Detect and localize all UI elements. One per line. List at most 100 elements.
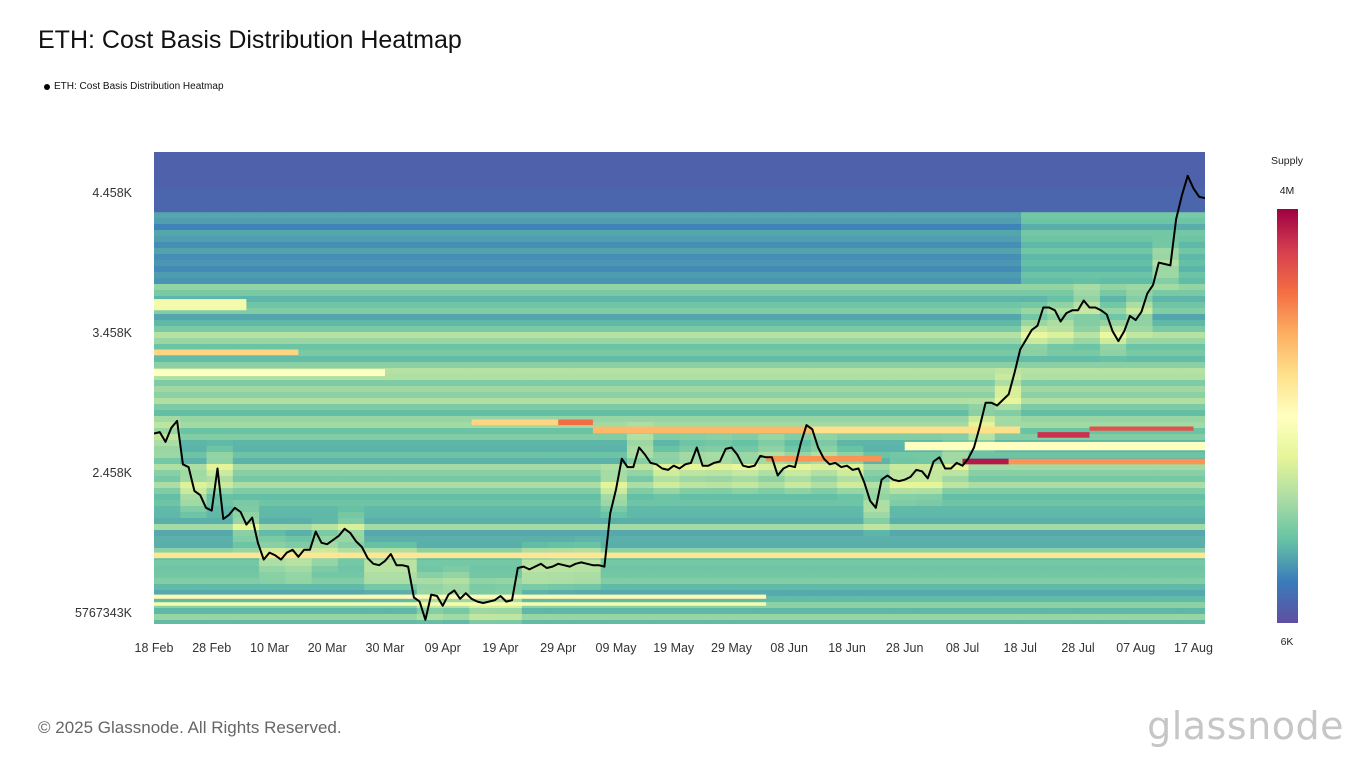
- heatmap-cell: [574, 500, 602, 507]
- heatmap-cell: [653, 380, 681, 387]
- heatmap-cell: [653, 512, 681, 519]
- heatmap-cell: [705, 530, 733, 537]
- heatmap-cell: [784, 446, 812, 453]
- heatmap-cell: [1099, 488, 1127, 495]
- heatmap-cell: [653, 248, 681, 255]
- heatmap-cell: [154, 614, 181, 621]
- heatmap-cell: [679, 356, 707, 363]
- heatmap-cell: [574, 530, 602, 537]
- heatmap-cell: [390, 392, 418, 399]
- heatmap-cell: [416, 434, 444, 441]
- heatmap-cell: [810, 470, 838, 477]
- heatmap-cell: [653, 572, 681, 579]
- heatmap-cell: [1152, 356, 1180, 363]
- heatmap-cell: [942, 356, 970, 363]
- heatmap-cell: [285, 596, 313, 603]
- heatmap-cell: [206, 272, 234, 279]
- heatmap-cell: [469, 446, 497, 453]
- heatmap-cell: [837, 422, 865, 429]
- heatmap-cell: [495, 482, 523, 489]
- heatmap-cell: [1073, 398, 1101, 405]
- heatmap-cell: [968, 524, 996, 531]
- heatmap-cell: [574, 260, 602, 267]
- heatmap-cell: [206, 548, 234, 555]
- heatmap-cell: [1152, 410, 1180, 417]
- heatmap-cell: [863, 440, 891, 447]
- copyright-footer: © 2025 Glassnode. All Rights Reserved.: [38, 718, 342, 737]
- heatmap-cell: [1099, 380, 1127, 387]
- legend[interactable]: ETH: Cost Basis Distribution Heatmap: [44, 81, 224, 92]
- heatmap-cell: [285, 254, 313, 261]
- heatmap-cell: [232, 482, 260, 489]
- heatmap-cell: [521, 212, 549, 219]
- heatmap-cell: [1047, 494, 1075, 501]
- heatmap-cell: [390, 254, 418, 261]
- heatmap-cell: [443, 350, 470, 357]
- heatmap-cell: [1047, 560, 1075, 567]
- heatmap-cell: [705, 614, 733, 621]
- heatmap-cell: [810, 326, 838, 333]
- heatmap-cell: [915, 458, 943, 465]
- heatmap-cell: [311, 536, 339, 543]
- heatmap-cell: [942, 512, 970, 519]
- heatmap-cell: [521, 320, 549, 327]
- heatmap-cell: [1126, 464, 1154, 471]
- heatmap-cell: [259, 242, 286, 249]
- heatmap-cell: [390, 242, 418, 249]
- heatmap-cell: [626, 362, 654, 369]
- heatmap-cell: [1178, 416, 1205, 423]
- heatmap-cell: [285, 302, 313, 309]
- heatmap-cell: [180, 512, 208, 519]
- heatmap-cell: [390, 566, 418, 573]
- heatmap-cell: [837, 218, 865, 225]
- heatmap-cell: [548, 392, 576, 399]
- heatmap-cell: [1099, 494, 1127, 501]
- heatmap-cell: [521, 572, 549, 579]
- heatmap-cell: [1099, 434, 1127, 441]
- heatmap-cell: [915, 434, 943, 441]
- heatmap-cell: [758, 314, 786, 321]
- heatmap-cell: [732, 302, 759, 309]
- heatmap-cell: [390, 266, 418, 273]
- heatmap-cell: [1152, 614, 1180, 621]
- heatmap-cell: [1099, 584, 1127, 591]
- heatmap-cell: [994, 356, 1022, 363]
- heatmap-cell: [1021, 326, 1048, 333]
- heatmap-cell: [259, 248, 286, 255]
- heatmap-cell: [495, 542, 523, 549]
- heatmap-cell: [889, 416, 917, 423]
- heatmap-cell: [994, 608, 1022, 615]
- heatmap-cell: [285, 350, 313, 357]
- heatmap-cell: [732, 410, 759, 417]
- heatmap-cell: [574, 428, 602, 435]
- heatmap-cell: [837, 548, 865, 555]
- heatmap-cell: [443, 344, 470, 351]
- heatmap-cell: [311, 356, 339, 363]
- heatmap-cell: [285, 374, 313, 381]
- heatmap-cell: [1152, 518, 1180, 525]
- heatmap-cell: [259, 614, 286, 621]
- heatmap-cell: [1099, 398, 1127, 405]
- glassnode-logo[interactable]: glassnode: [1147, 704, 1344, 748]
- heatmap-cell: [679, 548, 707, 555]
- colorbar: Supply 4M 6K: [1271, 155, 1304, 648]
- heatmap-cell: [1152, 392, 1180, 399]
- heatmap-cell: [232, 422, 260, 429]
- heatmap-cell: [1126, 380, 1154, 387]
- heatmap-cell: [548, 374, 576, 381]
- heatmap-cell: [311, 584, 339, 591]
- heatmap-cell: [600, 272, 628, 279]
- heatmap-cell: [732, 272, 759, 279]
- heatmap-cell: [784, 338, 812, 345]
- heatmap-cell: [154, 260, 181, 267]
- heatmap-cell: [1021, 218, 1048, 225]
- heatmap-cell: [180, 428, 208, 435]
- heatmap-cell: [758, 380, 786, 387]
- heatmap-cell: [390, 386, 418, 393]
- heatmap-cell: [364, 416, 392, 423]
- heatmap-cell: [259, 410, 286, 417]
- heatmap-cell: [732, 368, 759, 375]
- heatmap-cell: [364, 482, 392, 489]
- heatmap-cell: [548, 266, 576, 273]
- heatmap-cell: [285, 512, 313, 519]
